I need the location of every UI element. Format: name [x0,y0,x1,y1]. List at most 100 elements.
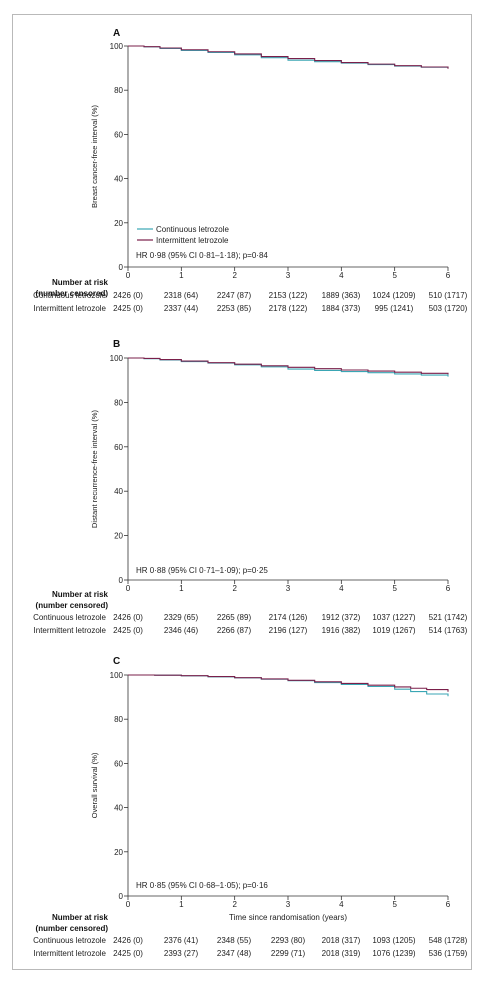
risk-value: 2347 (48) [217,949,252,958]
risk-value: 2253 (85) [217,304,252,313]
x-tick-label: 1 [179,271,184,280]
risk-value: 2174 (126) [269,613,308,622]
risk-table-header: Number at risk [52,590,109,599]
panel-a: A 0 20 40 60 80 100 0 1 2 3 4 5 6 Breast cancer-free i… [33,28,468,313]
y-tick-label: 20 [114,219,123,228]
legend-entry: Intermittent letrozole [156,236,229,245]
y-tick-label: 100 [110,42,124,51]
y-tick-label: 100 [110,671,124,680]
risk-value: 503 (1720) [429,304,468,313]
risk-value: 2346 (46) [164,626,199,635]
panel-label: A [113,28,120,39]
y-axis-title: Overall survival (%) [90,752,99,818]
panel-c: C 0 20 40 60 80 100 0 1 2 3 4 5 6 Overall survival (%)… [33,656,468,958]
risk-value: 2178 (122) [269,304,308,313]
x-tick-label: 3 [286,900,291,909]
x-tick-label: 6 [446,271,451,280]
risk-table-header: Number at risk [52,278,109,287]
y-tick-label: 40 [114,804,123,813]
x-tick-label: 1 [179,900,184,909]
risk-value: 548 (1728) [429,936,468,945]
risk-value: 536 (1759) [429,949,468,958]
risk-value: 2018 (319) [322,949,361,958]
y-tick-label: 40 [114,175,123,184]
risk-value: 2299 (71) [271,949,306,958]
risk-row-label: Intermittent letrozole [34,949,107,958]
series-line-intermittent [128,674,449,692]
y-tick-label: 0 [119,263,124,272]
x-tick-label: 2 [232,271,237,280]
risk-value: 1093 (1205) [372,936,415,945]
y-axis-title: Breast cancer-free interval (%) [90,105,99,208]
y-tick-label: 20 [114,848,123,857]
y-tick-label: 80 [114,715,123,724]
y-tick-label: 0 [119,576,124,585]
x-tick-label: 4 [339,271,344,280]
risk-value: 2425 (0) [113,626,143,635]
legend-entry: Continuous letrozole [156,225,229,234]
risk-row-label: Intermittent letrozole [34,626,107,635]
risk-value: 2018 (317) [322,936,361,945]
y-tick-label: 60 [114,443,123,452]
risk-value: 1889 (363) [322,291,361,300]
risk-table-subheader: (number censored) [36,601,109,610]
y-tick-label: 0 [119,892,124,901]
risk-value: 510 (1717) [429,291,468,300]
hr-annotation: HR 0·98 (95% CI 0·81–1·18); p=0·84 [136,251,268,260]
x-tick-label: 5 [392,271,397,280]
x-tick-label: 0 [126,584,131,593]
risk-value: 2425 (0) [113,304,143,313]
x-tick-label: 2 [232,900,237,909]
figure-frame [12,14,472,970]
risk-value: 1037 (1227) [372,613,415,622]
panel-b: B 0 20 40 60 80 100 0 1 2 3 4 5 6 Distant recurrence-f… [33,339,468,635]
risk-value: 2318 (64) [164,291,199,300]
risk-value: 1912 (372) [322,613,361,622]
x-tick-label: 6 [446,900,451,909]
risk-value: 2376 (41) [164,936,199,945]
risk-row-label: Continuous letrozole [33,936,106,945]
risk-value: 2247 (87) [217,291,252,300]
risk-value: 2348 (55) [217,936,252,945]
y-tick-label: 100 [110,354,124,363]
y-tick-label: 20 [114,532,123,541]
x-tick-label: 2 [232,584,237,593]
risk-value: 2196 (127) [269,626,308,635]
y-tick-label: 60 [114,759,123,768]
risk-table-subheader: (number censored) [36,924,109,933]
x-tick-label: 4 [339,900,344,909]
series-line-intermittent [128,357,449,375]
risk-value: 2393 (27) [164,949,199,958]
risk-value: 1076 (1239) [372,949,415,958]
risk-value: 2153 (122) [269,291,308,300]
y-tick-label: 80 [114,398,123,407]
x-tick-label: 3 [286,584,291,593]
y-axis-title: Distant recurrence-free interval (%) [90,409,99,528]
risk-value: 1916 (382) [322,626,361,635]
risk-value: 521 (1742) [429,613,468,622]
risk-row-label: Continuous letrozole [33,613,106,622]
risk-value: 2426 (0) [113,613,143,622]
risk-table-header: Number at risk [52,913,109,922]
x-tick-label: 0 [126,271,131,280]
series-line-continuous [128,674,449,697]
risk-value: 1019 (1267) [372,626,415,635]
x-axis-title: Time since randomisation (years) [229,913,347,922]
hr-annotation: HR 0·85 (95% CI 0·68–1·05); p=0·16 [136,881,268,890]
risk-value: 514 (1763) [429,626,468,635]
risk-value: 2426 (0) [113,291,143,300]
risk-value: 995 (1241) [375,304,414,313]
risk-value: 2329 (65) [164,613,199,622]
x-tick-label: 0 [126,900,131,909]
risk-value: 2266 (87) [217,626,252,635]
risk-value: 2425 (0) [113,949,143,958]
risk-row-label: Intermittent letrozole [34,304,107,313]
risk-value: 1884 (373) [322,304,361,313]
x-tick-label: 4 [339,584,344,593]
series-line-intermittent [128,45,449,69]
x-tick-label: 6 [446,584,451,593]
y-tick-label: 80 [114,86,123,95]
risk-table-subheader: (number censored) [36,289,109,298]
x-tick-label: 1 [179,584,184,593]
